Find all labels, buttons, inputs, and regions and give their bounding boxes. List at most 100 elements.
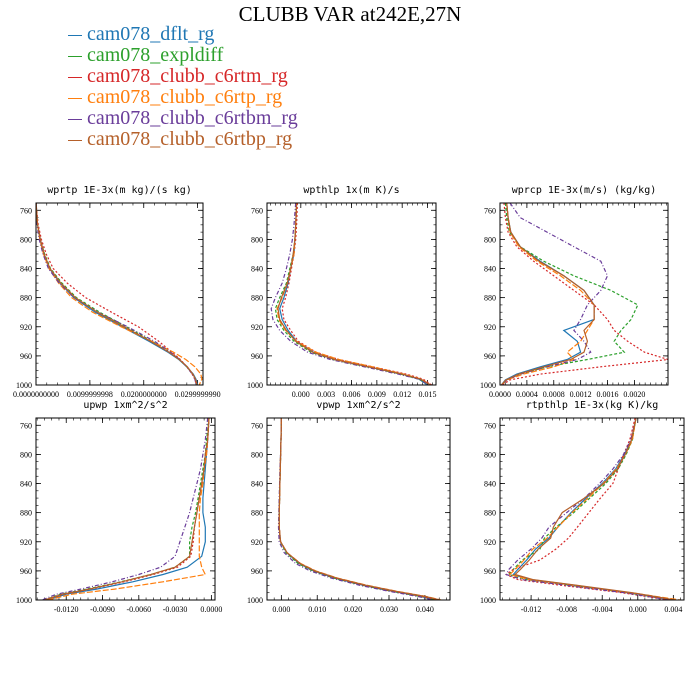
- series-line: [512, 418, 674, 600]
- y-tick-label: 960: [251, 352, 263, 361]
- plot-panel: upwp 1xm^2/s^2 760 800 840 880 920 960 1000 -0.0…: [16, 400, 222, 614]
- y-tick-label: 1000: [247, 596, 263, 605]
- series-line: [508, 418, 681, 600]
- y-tick-label: 880: [20, 509, 32, 518]
- y-tick-label: 840: [484, 265, 496, 274]
- y-tick-label: 760: [20, 206, 32, 215]
- x-tick-label: 0.0200000000: [121, 390, 167, 399]
- series-line: [47, 418, 210, 600]
- plot-frame: [35, 417, 216, 601]
- plot-title: wprtp 1E-3x(m kg)/(s kg): [47, 185, 192, 196]
- y-tick-label: 1000: [16, 596, 32, 605]
- legend-swatch: [68, 76, 82, 78]
- legend: cam078_dflt_rg cam078_expldiff cam078_club…: [68, 24, 298, 150]
- series-line: [45, 418, 210, 600]
- series-line: [41, 418, 209, 600]
- plot-title: upwp 1xm^2/s^2: [83, 400, 167, 411]
- series-line: [279, 203, 428, 385]
- plot-panel: wprcp 1E-3x(m/s) (kg/kg) 760 800 840 880 920 9…: [480, 185, 669, 399]
- series-line: [274, 203, 430, 385]
- legend-label: cam078_clubb_c6rtbp_rg: [87, 128, 293, 150]
- y-tick-label: 920: [251, 538, 263, 547]
- y-tick-label: 840: [20, 265, 32, 274]
- x-tick-label: -0.004: [592, 605, 613, 614]
- x-tick-label: 0.0004: [516, 390, 538, 399]
- y-tick-label: 960: [484, 352, 496, 361]
- plot-panel: rtpthlp 1E-3x(kg K)/kg 760 800 840 880 920 960…: [480, 400, 685, 614]
- x-tick-label: 0.040: [416, 605, 434, 614]
- y-tick-label: 920: [20, 323, 32, 332]
- x-tick-label: 0.0016: [597, 390, 619, 399]
- plot-frame: [35, 202, 204, 386]
- series-line: [278, 418, 436, 600]
- y-tick-label: 800: [484, 235, 496, 244]
- series-line: [36, 203, 199, 385]
- legend-item: cam078_expldiff: [68, 45, 298, 66]
- x-tick-label: 0.006: [343, 390, 361, 399]
- y-tick-label: 920: [251, 323, 263, 332]
- legend-swatch: [68, 139, 82, 141]
- x-tick-label: -0.0120: [54, 605, 79, 614]
- legend-swatch: [68, 34, 82, 36]
- series-line: [507, 418, 672, 600]
- x-tick-label: 0.004: [664, 605, 682, 614]
- series-line: [47, 418, 210, 600]
- series-line: [278, 418, 436, 600]
- legend-swatch: [68, 97, 82, 99]
- x-tick-label: 0.000: [272, 605, 290, 614]
- y-tick-label: 760: [484, 421, 496, 430]
- legend-label: cam078_dflt_rg: [87, 23, 215, 45]
- legend-item: cam078_clubb_c6rtm_rg: [68, 66, 298, 87]
- y-tick-label: 760: [251, 421, 263, 430]
- legend-item: cam078_clubb_c6rtbp_rg: [68, 129, 298, 150]
- series-line: [36, 203, 198, 385]
- y-tick-label: 800: [251, 235, 263, 244]
- series-line: [500, 203, 595, 385]
- x-tick-label: 0.0008: [543, 390, 565, 399]
- x-tick-label: -0.0030: [163, 605, 188, 614]
- y-tick-label: 960: [251, 567, 263, 576]
- plot-frame: [266, 202, 437, 386]
- legend-label: cam078_expldiff: [87, 44, 224, 66]
- y-tick-label: 880: [251, 294, 263, 303]
- y-tick-label: 760: [484, 206, 496, 215]
- y-tick-label: 1000: [480, 596, 496, 605]
- y-tick-label: 840: [251, 265, 263, 274]
- legend-item: cam078_clubb_c6rtbm_rg: [68, 108, 298, 129]
- figure-title: CLUBB VAR at242E,27N: [238, 2, 462, 26]
- y-tick-label: 800: [251, 450, 263, 459]
- series-line: [36, 203, 198, 385]
- series-line: [500, 203, 595, 385]
- y-tick-label: 960: [484, 567, 496, 576]
- plot-panel: wprtp 1E-3x(m kg)/(s kg) 760 800 840 880 920 9…: [13, 185, 221, 399]
- y-tick-label: 880: [484, 509, 496, 518]
- x-tick-label: -0.012: [521, 605, 542, 614]
- x-tick-label: 0.000: [629, 605, 647, 614]
- legend-swatch: [68, 118, 82, 120]
- y-tick-label: 840: [251, 480, 263, 489]
- legend-swatch: [68, 55, 82, 57]
- series-line: [505, 418, 670, 600]
- series-line: [500, 203, 595, 385]
- legend-label: cam078_clubb_c6rtp_rg: [87, 86, 283, 108]
- legend-label: cam078_clubb_c6rtbm_rg: [87, 107, 298, 129]
- x-tick-label: 0.003: [317, 390, 335, 399]
- series-line: [36, 203, 197, 385]
- x-tick-label: 0.0020: [623, 390, 645, 399]
- y-tick-label: 760: [20, 421, 32, 430]
- plot-panel: vpwp 1xm^2/s^2 760 800 840 880 920 960 1000 0.00…: [247, 400, 451, 614]
- y-tick-label: 800: [20, 235, 32, 244]
- x-tick-label: 0.0012: [570, 390, 592, 399]
- series-line: [278, 418, 441, 600]
- plot-title: wprcp 1E-3x(m/s) (kg/kg): [512, 185, 657, 196]
- y-tick-label: 1000: [480, 381, 496, 390]
- y-tick-label: 920: [484, 538, 496, 547]
- x-tick-label: 0.009: [368, 390, 386, 399]
- y-tick-label: 840: [484, 480, 496, 489]
- x-tick-label: 0.0299999990: [175, 390, 221, 399]
- x-tick-label: 0.010: [308, 605, 326, 614]
- x-tick-label: -0.0060: [126, 605, 151, 614]
- y-tick-label: 760: [251, 206, 263, 215]
- series-line: [277, 203, 432, 385]
- series-line: [277, 418, 433, 600]
